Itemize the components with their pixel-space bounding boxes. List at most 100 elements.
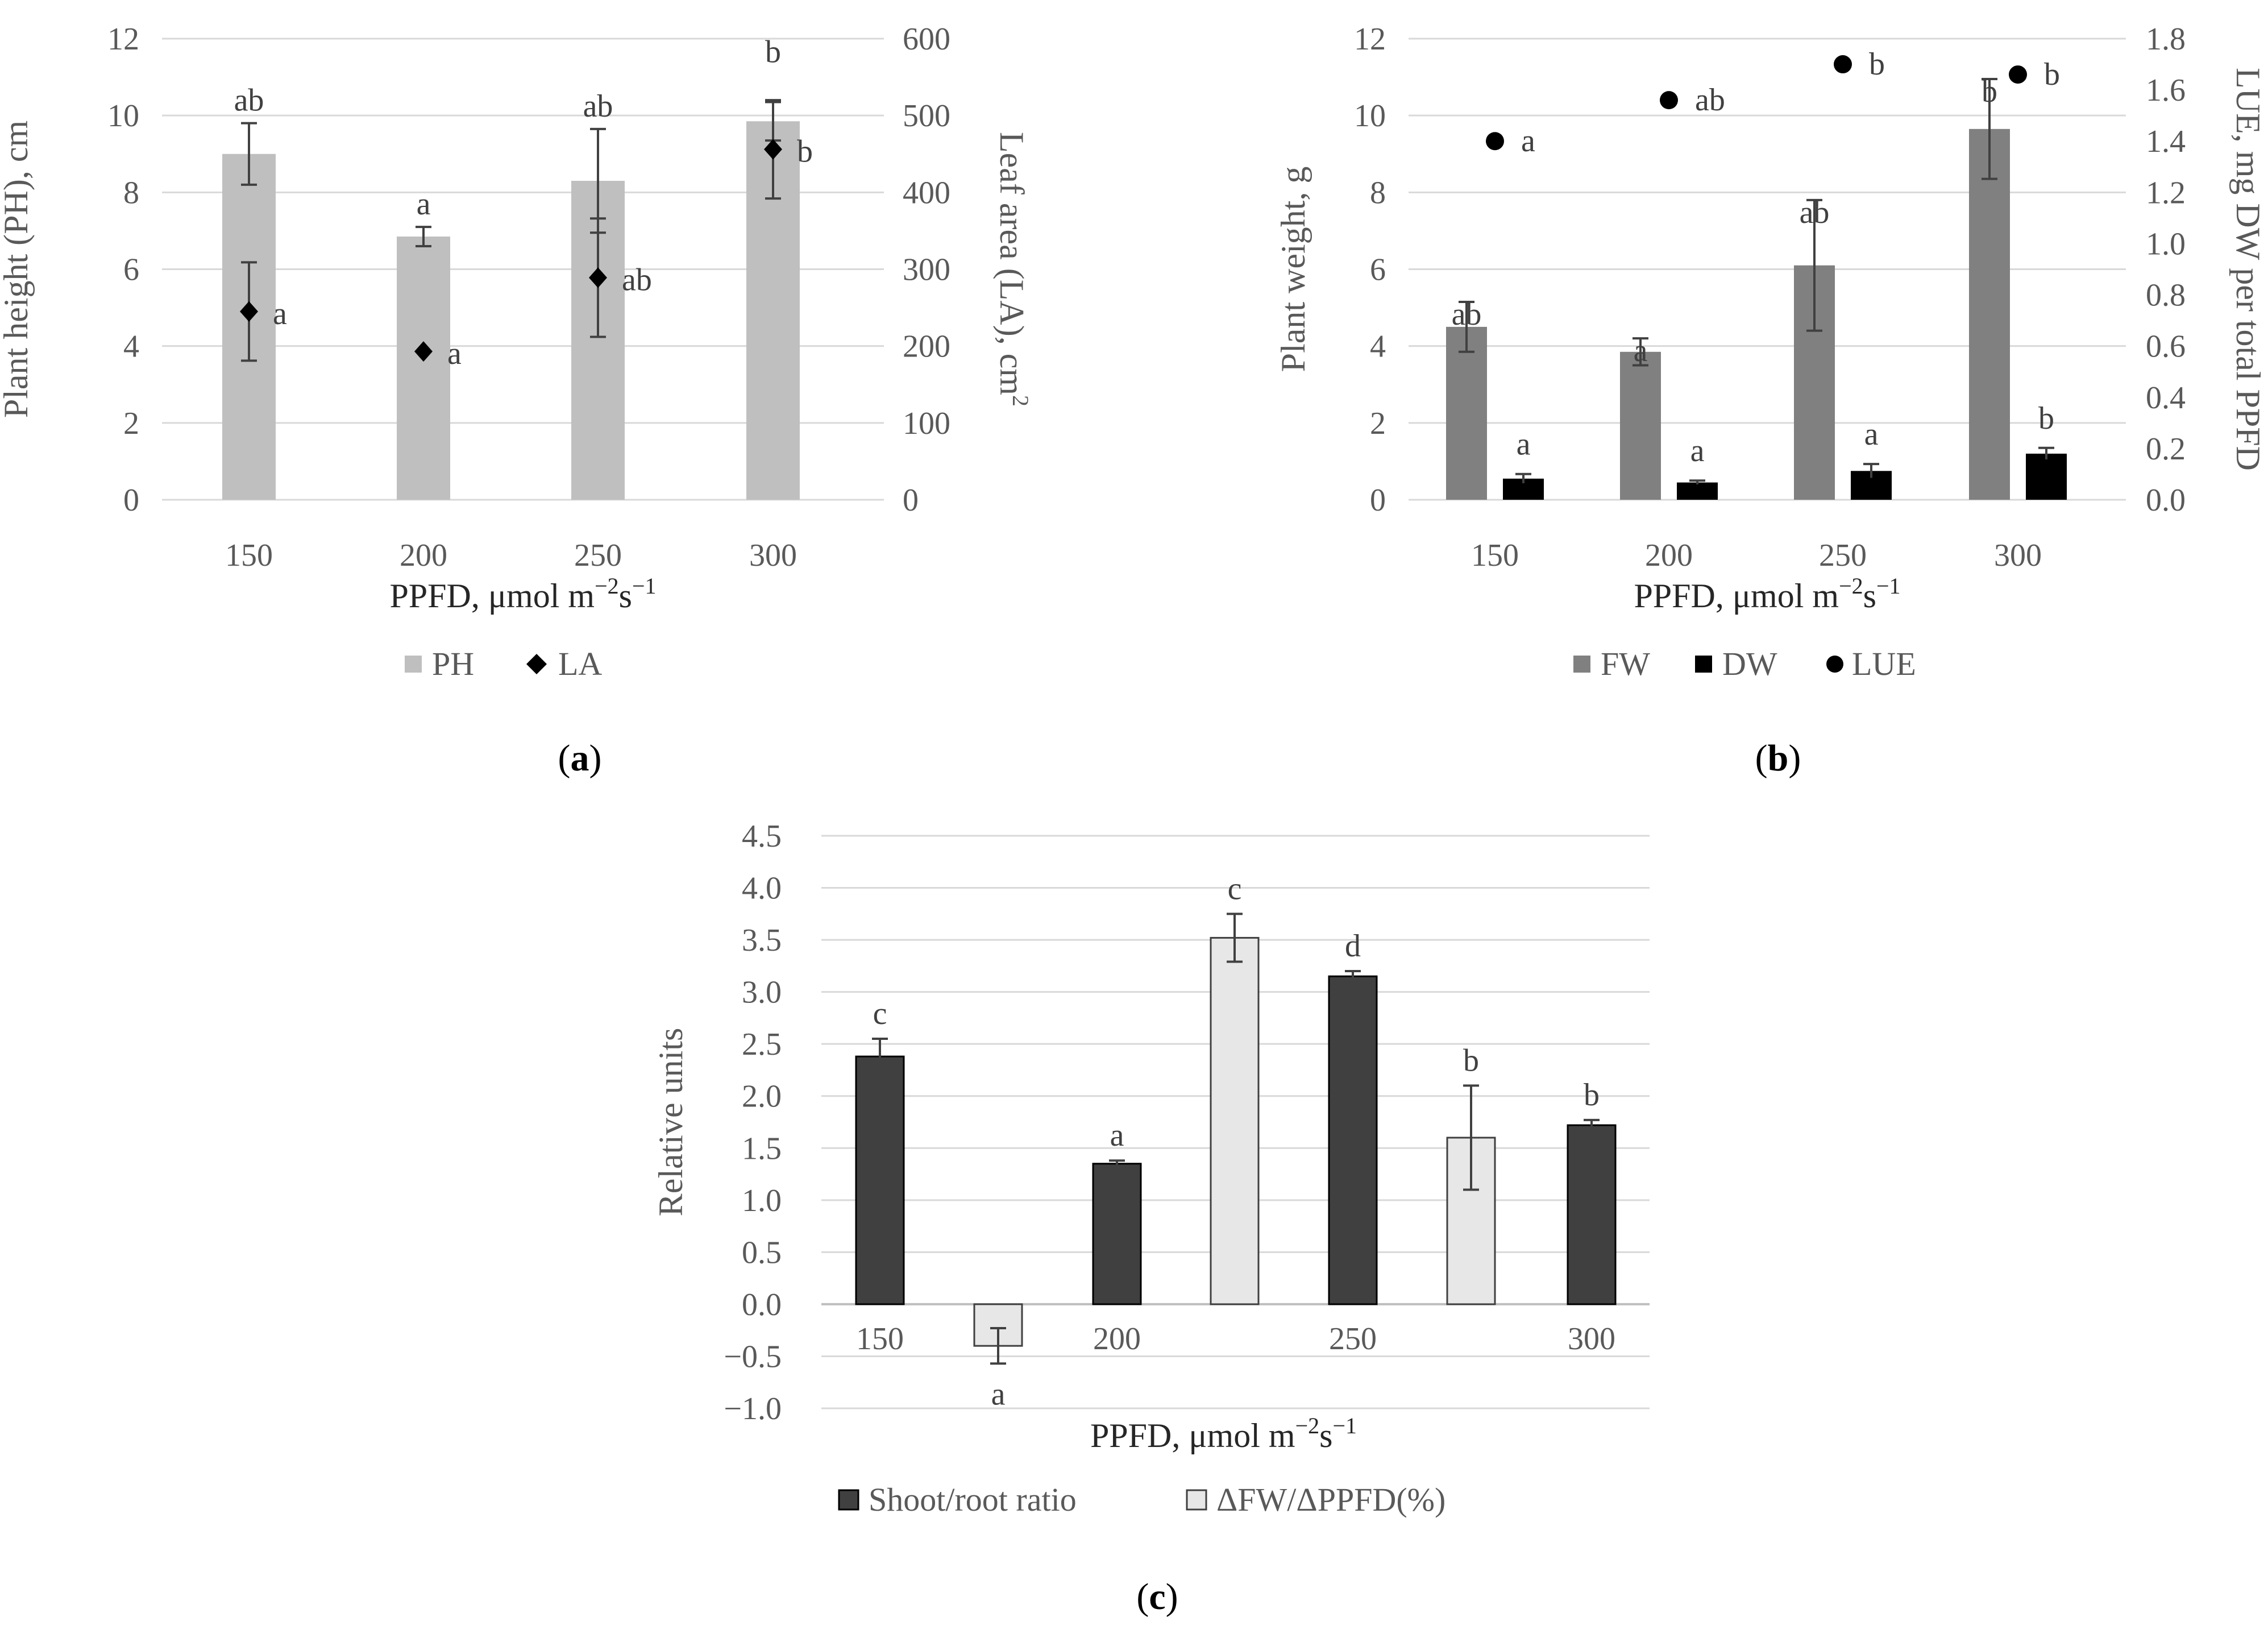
legend-swatch-ph <box>405 656 422 673</box>
y2-tick-label: 1.8 <box>2146 22 2186 57</box>
y-tick-label: 2.5 <box>742 1027 782 1062</box>
panel-b: 0 2 4 6 8 10 12 0.0 0.2 0.4 0.6 0.8 1.0 1.2 1.4 1.6 1.8 1… <box>1274 22 2267 779</box>
y2-tick-label: 0.6 <box>2146 329 2186 364</box>
y2-tick-label: 0.8 <box>2146 278 2186 313</box>
legend-swatch-dfw-dppfd <box>1186 1489 1207 1511</box>
y-tick-label: 1.5 <box>742 1131 782 1166</box>
x-label-mid: s <box>1863 577 1876 615</box>
x-tick-label: 250 <box>574 538 622 573</box>
letter-fw: b <box>1982 74 1997 109</box>
y-axis-label: Plant height (PH), cm <box>0 121 35 418</box>
y-tick-label: 1.0 <box>742 1183 782 1218</box>
y2-tick-label: 0.0 <box>2146 483 2186 518</box>
x-axis-label: PPFD, μmol m−2s−1 <box>1634 573 1900 615</box>
legend-marker-la <box>526 654 547 674</box>
legend-label-dw: DW <box>1722 645 1777 682</box>
x-label-sup: −2 <box>1295 1413 1320 1438</box>
marker-la <box>589 267 607 288</box>
letter: a <box>991 1376 1006 1412</box>
marker-lue <box>1486 132 1504 151</box>
y-tick-label: 6 <box>123 252 139 288</box>
letter-fw: a <box>1634 333 1648 368</box>
x-tick-label: 150 <box>856 1321 904 1357</box>
legend-swatch-shoot-root <box>838 1489 859 1511</box>
x-label-mid: s <box>619 577 632 615</box>
letter-la: a <box>447 336 462 371</box>
y2-tick-label: 1.2 <box>2146 175 2186 210</box>
x-tick-label: 250 <box>1819 538 1867 573</box>
x-label-mid: s <box>1319 1417 1332 1454</box>
y-tick-label: 10 <box>1354 98 1386 134</box>
y-tick-label: 4 <box>1370 329 1386 364</box>
y2-tick-label: 0.2 <box>2146 432 2186 467</box>
panel-label-a: (a) <box>558 737 602 779</box>
y-tick-label: 2 <box>123 406 139 441</box>
letter-lue: b <box>1869 47 1885 82</box>
y2-tick-label: 200 <box>903 329 950 364</box>
y2-tick-label: 1.0 <box>2146 226 2186 262</box>
bar-ph <box>397 237 450 500</box>
legend-label-ph: PH <box>432 645 474 682</box>
legend-label-shoot-root: Shoot/root ratio <box>869 1481 1077 1518</box>
letter-lue: a <box>1521 123 1535 159</box>
letter: a <box>1110 1118 1124 1153</box>
legend-label-fw: FW <box>1601 645 1650 682</box>
panel-c: −1.0 −0.5 0.0 0.5 1.0 1.5 2.0 2.5 3.0 3.5 4.0 4.5 15… <box>652 819 1650 1618</box>
letter: d <box>1345 928 1361 964</box>
x-label-sup: −1 <box>1332 1413 1357 1438</box>
y2-tick-label: 300 <box>903 252 950 288</box>
marker-la <box>764 139 782 160</box>
y2-label-sup: 2 <box>1008 395 1033 407</box>
y2-tick-label: 0 <box>903 483 919 518</box>
letter-ph: b <box>765 35 781 70</box>
bar-fw <box>1969 128 2010 500</box>
panel-a: 0 2 4 6 8 10 12 0 100 200 300 400 500 600 150 200 250 300… <box>0 22 1033 779</box>
panel-label-c: (c) <box>1136 1576 1178 1618</box>
bar-shoot-root <box>1567 1124 1617 1305</box>
marker-lue <box>2009 65 2027 84</box>
y-tick-label: 0.0 <box>742 1287 782 1322</box>
letter-la: ab <box>622 262 652 297</box>
panel-letter: b <box>1768 737 1789 779</box>
y2-axis-label: Leaf area (LA), cm2 <box>993 132 1033 407</box>
y-axis-label: Plant weight, g <box>1274 167 1312 372</box>
marker-la <box>414 341 433 362</box>
x-axis-label: PPFD, μmol m−2s−1 <box>1090 1413 1357 1454</box>
x-tick-label: 200 <box>1645 538 1693 573</box>
y-tick-label: 2.0 <box>742 1079 782 1114</box>
panel-letter: a <box>571 737 589 779</box>
y-tick-label: 0 <box>123 483 139 518</box>
y-tick-label: 10 <box>107 98 139 134</box>
y-tick-label: 12 <box>107 22 139 57</box>
x-tick-label: 150 <box>1471 538 1519 573</box>
panel-label-b: (b) <box>1755 737 1801 779</box>
y-tick-label: 8 <box>1370 175 1386 210</box>
y-tick-label: 6 <box>1370 252 1386 288</box>
letter-la: a <box>273 296 287 331</box>
letter: c <box>1228 871 1242 906</box>
legend-label-lue: LUE <box>1852 645 1916 682</box>
x-tick-label: 300 <box>1994 538 2042 573</box>
letter-lue: ab <box>1695 82 1725 118</box>
letter-ph: ab <box>234 83 264 118</box>
marker-la <box>240 301 258 322</box>
y-tick-label: 0.5 <box>742 1235 782 1270</box>
letter-fw: ab <box>1452 297 1482 332</box>
y2-axis-label: LUE, mg DW per total PPFD <box>2229 68 2267 471</box>
legend-b: FW DW LUE <box>1573 645 1916 682</box>
y-tick-label: 0 <box>1370 483 1386 518</box>
letter: b <box>1584 1077 1600 1113</box>
legend-marker-lue <box>1826 656 1843 673</box>
x-label-sup: −1 <box>1876 573 1901 599</box>
y-tick-label: −1.0 <box>724 1391 782 1427</box>
letter-ph: a <box>417 186 431 222</box>
letter-fw: ab <box>1800 195 1830 230</box>
panel-letter: c <box>1149 1576 1165 1618</box>
bar-shoot-root <box>855 1055 905 1305</box>
bar-dfw-dppfd <box>1210 936 1260 1305</box>
y2-tick-label: 500 <box>903 98 950 134</box>
y-axis-label: Relative units <box>652 1028 689 1217</box>
bar-fw <box>1620 351 1661 500</box>
letter-dw: a <box>1690 433 1705 468</box>
